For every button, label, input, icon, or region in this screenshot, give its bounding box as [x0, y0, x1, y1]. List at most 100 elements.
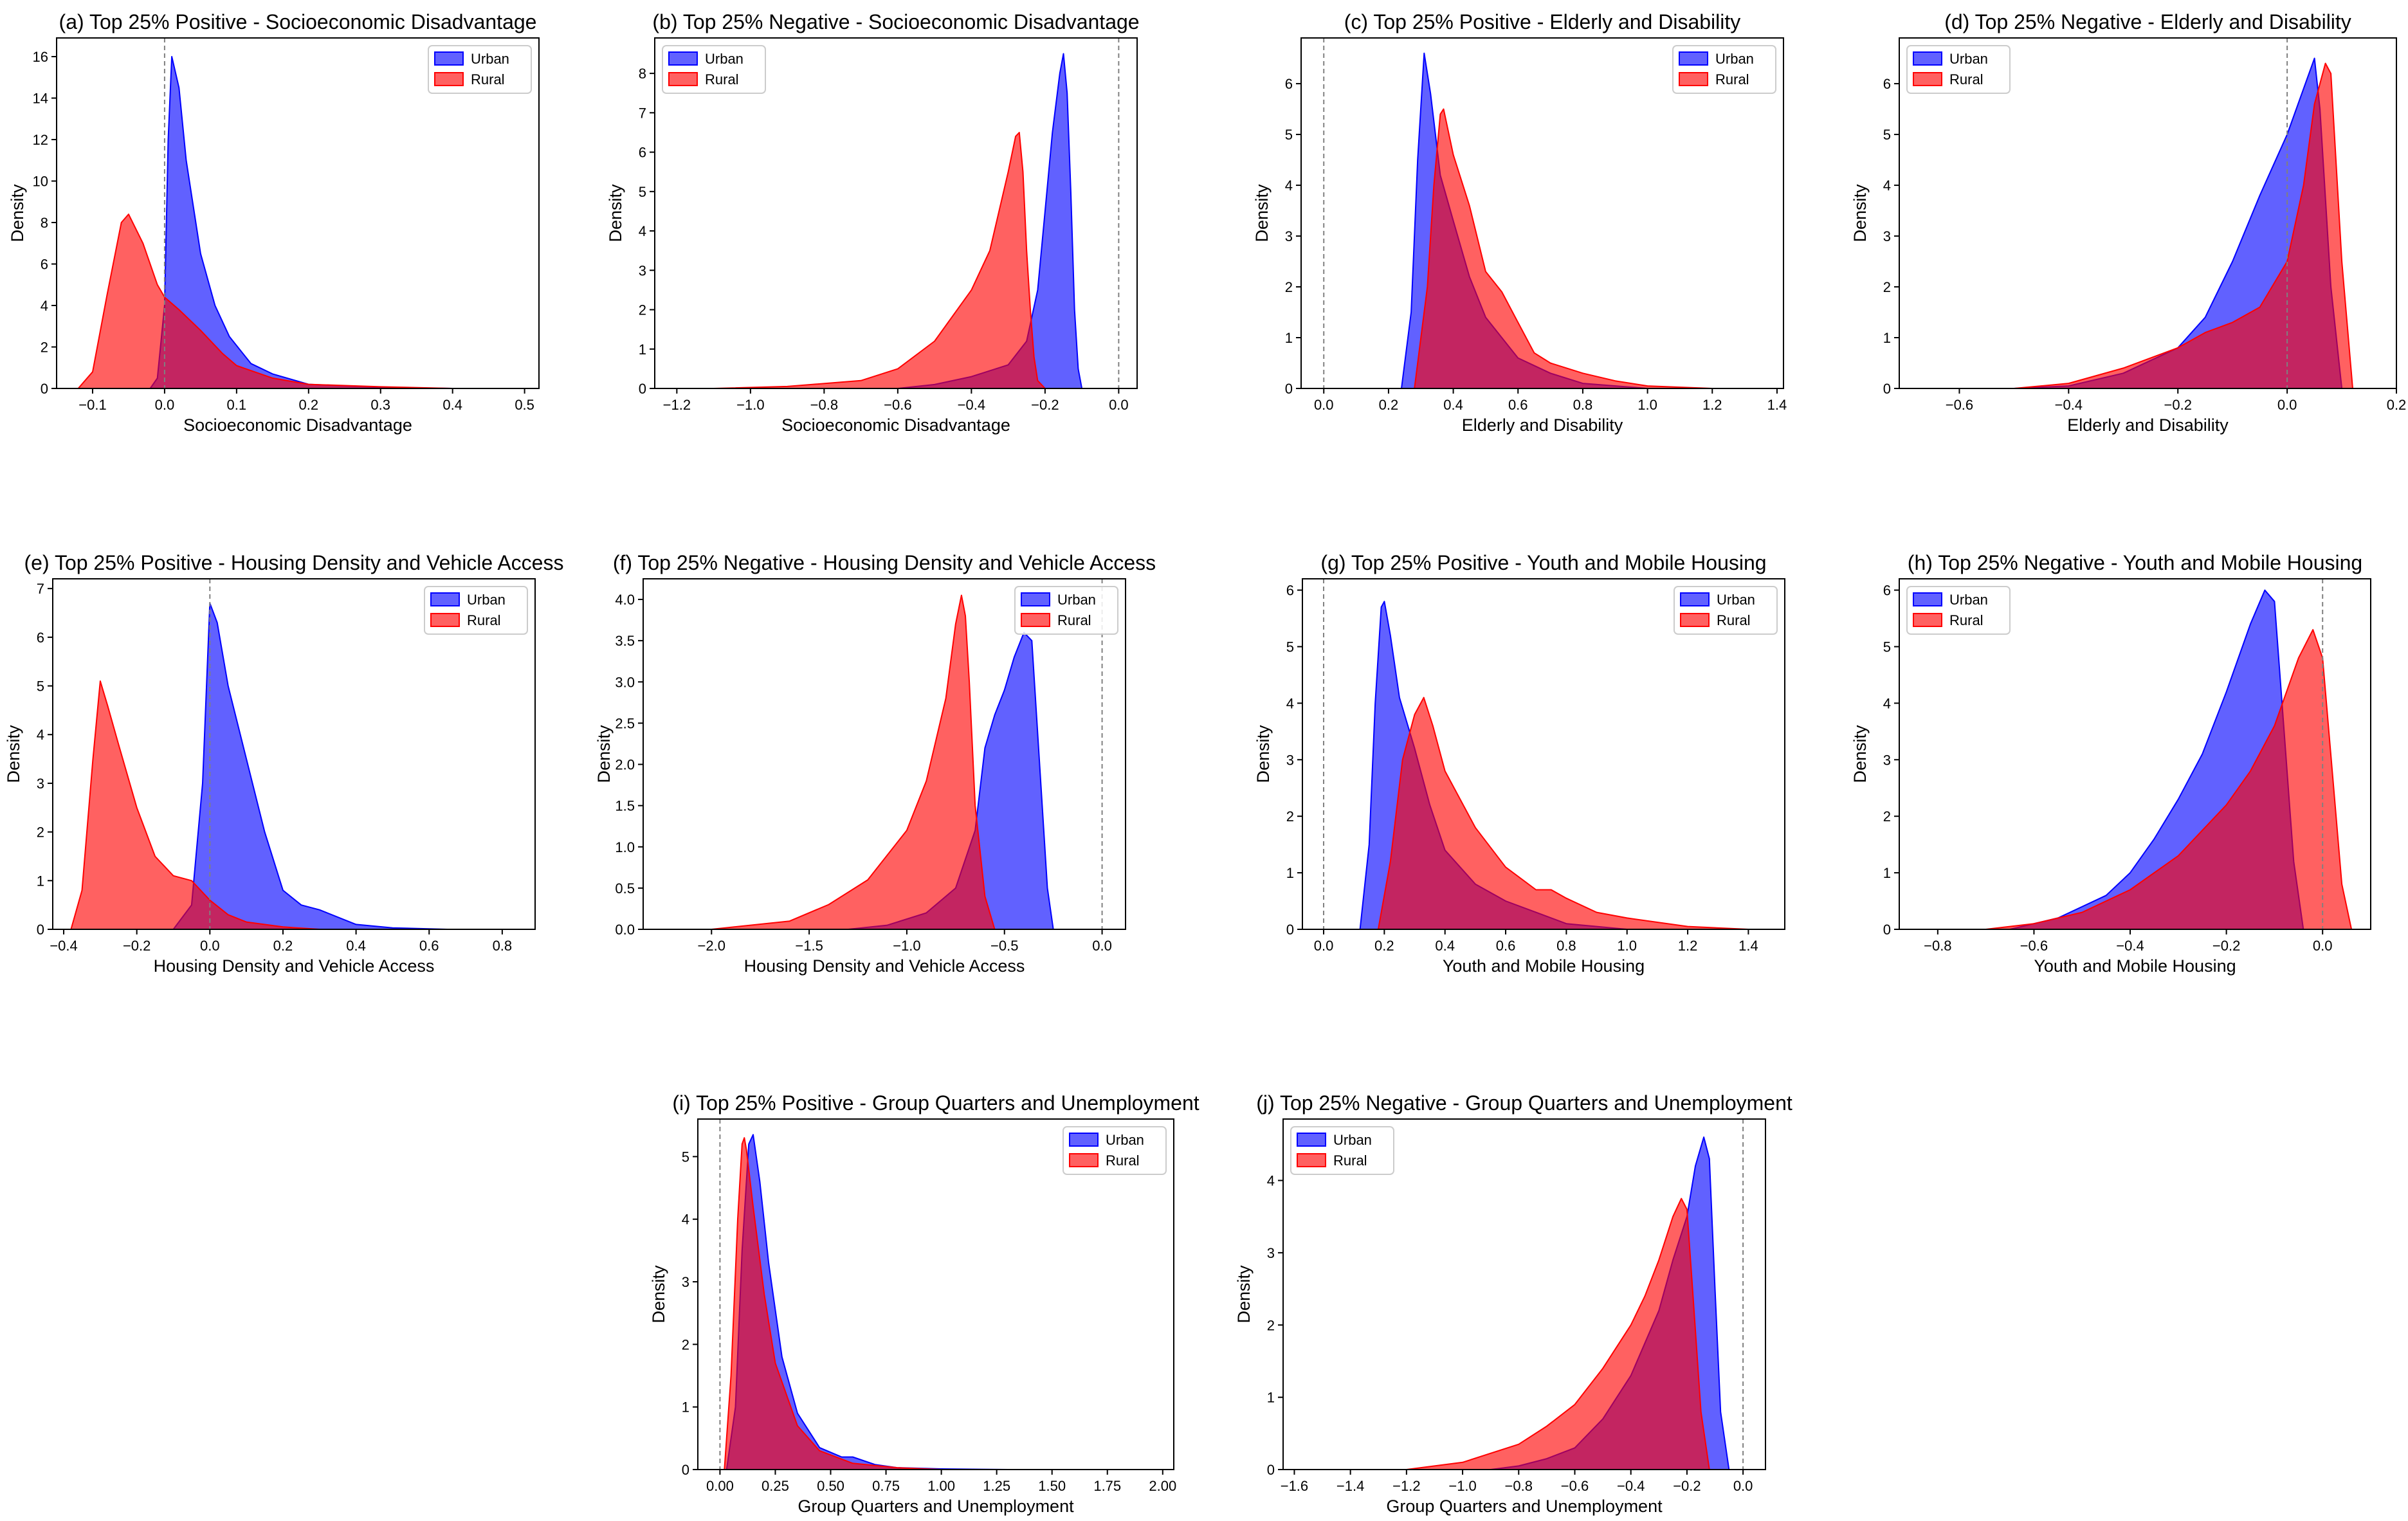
y-tick-label: 7 [37, 581, 44, 597]
legend-label: Urban [705, 51, 743, 67]
y-tick-label: 3 [1285, 228, 1293, 244]
x-tick-label: −1.0 [893, 938, 920, 954]
y-tick-label: 0 [41, 381, 48, 397]
plot-frame [52, 578, 536, 930]
chart-title: (a) Top 25% Positive - Socioeconomic Dis… [59, 10, 537, 33]
y-tick-label: 5 [1285, 127, 1293, 143]
y-axis-label: Density [606, 184, 625, 242]
y-tick-label: 1 [639, 342, 646, 358]
y-axis-label: Density [1850, 725, 1870, 783]
legend-swatch-urban [1913, 592, 1942, 606]
legend-swatch-rural [434, 72, 464, 86]
x-tick-label: −0.6 [1561, 1478, 1589, 1494]
y-axis-label: Density [594, 725, 614, 783]
x-tick-label: 0.6 [1508, 397, 1528, 413]
x-tick-label: 0.4 [1435, 938, 1455, 954]
legend-swatch-urban [1680, 592, 1710, 606]
chart-panel-4: −0.4 −0.2 0.0 0.2 0.4 0.6 0.8 0 1 2 3 4 5 6 7 (e) Top 2… [4, 551, 563, 976]
y-tick-label: 0.5 [615, 880, 635, 897]
x-tick-label: −0.4 [50, 938, 77, 954]
y-tick-label: 0 [1286, 922, 1294, 938]
legend-swatch-rural [1680, 613, 1710, 627]
legend-label: Urban [467, 592, 506, 608]
x-tick-label: −1.0 [736, 397, 764, 413]
legend-label: Rural [471, 71, 505, 87]
y-tick-label: 3 [37, 776, 44, 792]
y-tick-label: 1 [682, 1399, 689, 1416]
y-tick-label: 3 [1883, 228, 1891, 244]
legend: Urban Rural [1906, 45, 2011, 94]
chart-title: (j) Top 25% Negative - Group Quarters an… [1256, 1091, 1792, 1115]
x-tick-label: 0.0 [200, 938, 220, 954]
y-tick-label: 12 [33, 132, 48, 148]
density-area-rural [1985, 629, 2353, 930]
chart-title: (i) Top 25% Positive - Group Quarters an… [672, 1091, 1199, 1115]
y-tick-label: 1 [1285, 330, 1293, 346]
plot-frame [56, 37, 540, 389]
y-tick-label: 2 [1883, 279, 1891, 295]
x-tick-label: −1.2 [1392, 1478, 1420, 1494]
y-tick-label: 0 [639, 381, 646, 397]
x-tick-label: −1.2 [663, 397, 691, 413]
legend-swatch-urban [668, 51, 698, 66]
y-tick-label: 2.0 [615, 757, 635, 773]
y-tick-label: 1.5 [615, 798, 635, 814]
density-area-rural [77, 214, 453, 389]
legend-label: Rural [1949, 71, 1984, 87]
legend: Urban Rural [1290, 1126, 1394, 1175]
y-tick-label: 5 [1883, 127, 1891, 143]
x-tick-label: 0.3 [370, 397, 390, 413]
chart-panel-5: −2.0 −1.5 −1.0 −0.5 0.0 0.0 0.5 1.0 1.5 2.0 2.5 3.0… [594, 551, 1156, 976]
chart-panel-8: 0.00 0.25 0.50 0.75 1.00 1.25 1.50 1.75 2.00 0 1 2 3… [649, 1091, 1199, 1516]
y-axis-label: Density [1252, 184, 1272, 242]
legend: Urban Rural [1674, 586, 1778, 635]
legend-label: Rural [1057, 612, 1091, 628]
legend-label: Urban [1949, 592, 1988, 608]
x-tick-label: 0.2 [273, 938, 293, 954]
density-area-rural [70, 680, 320, 930]
y-tick-label: 1 [1267, 1390, 1275, 1406]
y-tick-label: 0 [1267, 1462, 1275, 1478]
y-axis-label: Density [1254, 725, 1273, 783]
x-tick-label: 0.2 [1374, 938, 1394, 954]
y-tick-label: 4 [639, 223, 646, 239]
x-tick-label: −0.2 [2164, 397, 2192, 413]
legend-swatch-rural [1679, 72, 1708, 86]
legend: Urban Rural [662, 45, 766, 94]
y-tick-label: 2 [37, 824, 44, 841]
x-tick-label: 0.6 [1496, 938, 1516, 954]
y-tick-label: 4 [1286, 695, 1294, 711]
y-tick-label: 6 [1286, 583, 1294, 599]
x-axis-label: Housing Density and Vehicle Access [154, 956, 435, 976]
y-tick-label: 14 [33, 91, 48, 107]
legend: Urban Rural [1672, 45, 1776, 94]
x-tick-label: 0.0 [155, 397, 175, 413]
x-tick-label: 0.2 [1379, 397, 1399, 413]
x-tick-label: 0.8 [1556, 938, 1576, 954]
chart-panel-2: 0.0 0.2 0.4 0.6 0.8 1.0 1.2 1.4 0 1 2 3 4 5 6 (c) Top 2… [1252, 10, 1787, 435]
legend-label: Urban [1949, 51, 1988, 67]
y-tick-label: 2 [41, 340, 48, 356]
plot-frame [1302, 578, 1785, 930]
y-tick-label: 6 [1883, 583, 1891, 599]
x-tick-label: 1.00 [927, 1478, 955, 1494]
x-axis-label: Group Quarters and Unemployment [798, 1497, 1074, 1516]
x-tick-label: 0.2 [2387, 397, 2407, 413]
x-tick-label: −0.6 [884, 397, 911, 413]
y-tick-label: 0 [682, 1462, 689, 1478]
y-axis-label: Density [8, 184, 27, 242]
density-area-rural [1414, 108, 1713, 389]
y-axis-label: Density [649, 1265, 668, 1324]
y-tick-label: 3.0 [615, 674, 635, 690]
y-tick-label: 2 [1286, 808, 1294, 824]
x-tick-label: 0.25 [762, 1478, 789, 1494]
x-tick-label: 0.0 [1314, 938, 1334, 954]
chart-title: (f) Top 25% Negative - Housing Density a… [613, 551, 1156, 574]
legend: Urban Rural [1906, 586, 2011, 635]
x-tick-label: −0.4 [1617, 1478, 1645, 1494]
x-tick-label: −0.6 [1946, 397, 1973, 413]
y-tick-label: 5 [37, 679, 44, 695]
x-tick-label: −2.0 [698, 938, 725, 954]
y-tick-label: 0.0 [615, 922, 635, 938]
x-tick-label: 0.2 [298, 397, 318, 413]
